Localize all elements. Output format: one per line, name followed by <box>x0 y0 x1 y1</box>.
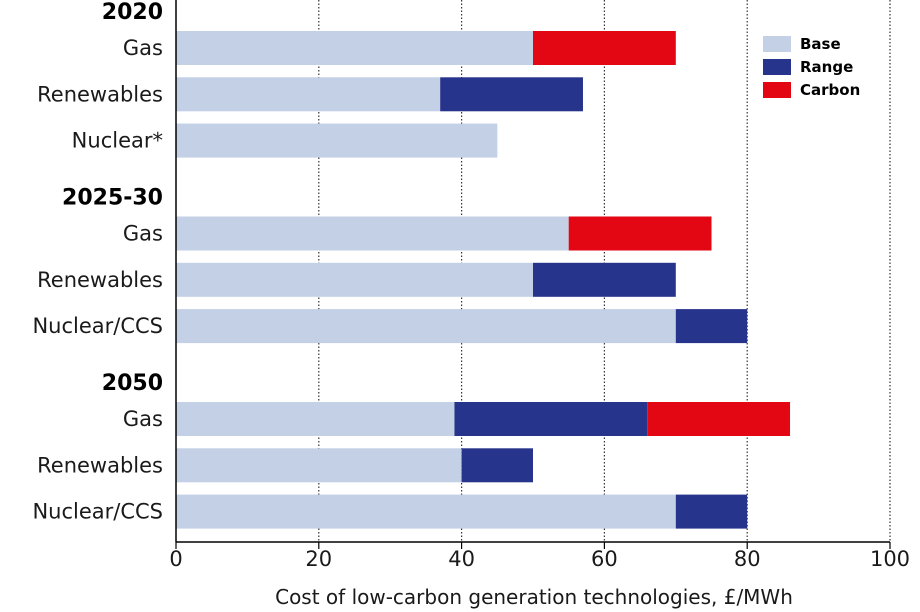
legend: Base Range Carbon <box>763 35 860 99</box>
bar-2020-gas-carbon <box>533 31 676 65</box>
x-tick-label-0: 0 <box>169 547 182 571</box>
bar-2050-nuclear-ccs-base <box>176 494 676 529</box>
bar-2025-30-nuclear-ccs-base <box>176 309 676 344</box>
bar-2025-30-renewables-range <box>533 262 676 297</box>
category-label-2025-30-gas: Gas <box>123 222 163 246</box>
category-label-2025-30-nuclear-ccs: Nuclear/CCS <box>32 314 163 338</box>
x-axis: 0 20 40 60 80 100 <box>169 0 910 571</box>
bars <box>176 31 791 529</box>
x-tick-label-20: 20 <box>305 547 332 571</box>
category-label-2020-renewables: Renewables <box>37 82 163 106</box>
bar-2050-gas-carbon <box>647 402 791 436</box>
category-label-2025-30-renewables: Renewables <box>37 268 163 292</box>
group-label-2020: 2020 <box>102 0 163 25</box>
bar-2050-gas-base <box>176 402 455 436</box>
bar-2025-30-gas-carbon <box>568 216 712 251</box>
x-axis-title: Cost of low-carbon generation technologi… <box>275 585 793 609</box>
category-label-2020-nuclear: Nuclear* <box>72 129 163 153</box>
bar-2020-gas-base <box>176 31 533 65</box>
bar-2025-30-gas-base <box>176 216 569 251</box>
category-labels: 2020 Gas Renewables Nuclear* 2025-30 Gas Renew… <box>32 0 163 524</box>
bar-2025-30-renewables-base <box>176 262 533 297</box>
x-tick-label-100: 100 <box>870 547 910 571</box>
category-label-2050-renewables: Renewables <box>37 453 163 477</box>
x-tick-label-40: 40 <box>448 547 475 571</box>
bar-2020-renewables-base <box>176 77 441 112</box>
bar-2050-renewables-base <box>176 448 462 483</box>
x-tick-label-60: 60 <box>591 547 618 571</box>
bar-2050-renewables-range <box>461 448 533 483</box>
bar-2050-nuclear-ccs-range <box>675 494 748 529</box>
category-label-2050-nuclear-ccs: Nuclear/CCS <box>32 500 163 524</box>
legend-label-base: Base <box>800 35 841 53</box>
bar-2025-30-nuclear-ccs-range <box>675 309 748 344</box>
legend-swatch-base <box>763 36 791 52</box>
group-label-2025-30: 2025-30 <box>62 186 163 211</box>
bar-2050-gas-range <box>454 402 648 436</box>
category-label-2050-gas: Gas <box>123 407 163 431</box>
legend-swatch-range <box>763 59 791 75</box>
group-label-2050: 2050 <box>102 371 163 396</box>
legend-label-carbon: Carbon <box>800 81 860 99</box>
bar-2020-nuclear-base <box>176 123 498 158</box>
bar-2020-renewables-range <box>440 77 583 112</box>
x-tick-label-80: 80 <box>734 547 761 571</box>
legend-swatch-carbon <box>763 82 791 98</box>
category-label-2020-gas: Gas <box>123 36 163 60</box>
legend-label-range: Range <box>800 58 853 76</box>
